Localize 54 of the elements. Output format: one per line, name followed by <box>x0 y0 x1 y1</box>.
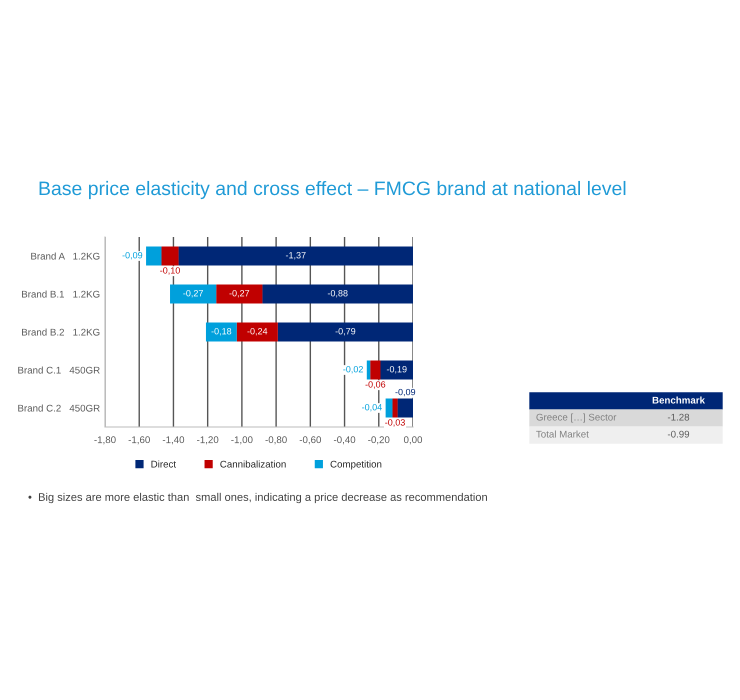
legend-label: Direct <box>151 460 176 468</box>
x-tick-label: -0,20 <box>368 436 390 444</box>
bar <box>170 284 216 304</box>
bar <box>398 398 413 418</box>
data-label: -0,24 <box>247 328 268 336</box>
x-tick-label: -1,80 <box>94 436 116 444</box>
y-tick-label: Brand C.1 450GR <box>18 366 100 374</box>
x-tick-label: -1,60 <box>128 436 150 444</box>
data-label: -0,27 <box>183 290 203 298</box>
bar <box>386 398 392 418</box>
data-label: -0,09 <box>122 252 142 260</box>
bar <box>236 322 278 342</box>
data-label: -0,09 <box>395 388 416 396</box>
data-label: -0,02 <box>343 366 363 374</box>
text: Benchmark <box>652 396 705 404</box>
x-tick-label: -0,80 <box>265 436 287 444</box>
bar <box>178 246 413 266</box>
data-label: -0,10 <box>160 267 180 275</box>
text: Total Market <box>536 430 589 438</box>
data-label: -1,37 <box>286 252 306 260</box>
text: Greece […] Sector <box>536 413 616 423</box>
data-label: -0,18 <box>211 328 232 336</box>
text: -1.28 <box>668 414 690 421</box>
bar <box>380 360 413 380</box>
y-tick-label: Brand A 1.2KG <box>31 252 100 260</box>
data-label: -0,06 <box>365 381 386 389</box>
bar <box>262 284 413 304</box>
y-tick-label: Brand C.2 450GR <box>18 404 100 412</box>
legend-label: Competition <box>330 460 382 470</box>
bar <box>370 360 380 380</box>
text: -0.99 <box>668 430 690 438</box>
legend-label: Cannibalization <box>220 460 286 468</box>
data-label: -0,19 <box>386 366 407 374</box>
data-label: -0,03 <box>385 419 405 427</box>
x-tick-label: -1,40 <box>162 436 184 444</box>
bar <box>206 322 237 342</box>
data-label: -0,79 <box>336 328 356 336</box>
bar <box>146 246 162 266</box>
x-tick-label: 0,00 <box>404 436 422 444</box>
y-tick-label: Brand B.2 1.2KG <box>22 328 100 336</box>
x-tick-label: -1,00 <box>231 436 253 444</box>
data-label: -0,88 <box>328 290 348 298</box>
bar <box>216 284 262 304</box>
chart-title: Base price elasticity and cross effect – FMCG brand at national level <box>40 180 626 200</box>
data-label: -0,27 <box>229 290 250 298</box>
bar <box>161 246 179 266</box>
x-tick-label: -1,20 <box>197 436 218 444</box>
x-tick-label: -0,60 <box>300 436 322 444</box>
bar <box>392 398 398 418</box>
x-tick-label: -0,40 <box>334 436 356 444</box>
y-tick-label: Brand B.1 1.2KG <box>22 290 100 298</box>
bar <box>278 322 413 342</box>
text: • Big sizes are more elastic than small ones, indicating a price decrease as recommendation <box>28 492 487 504</box>
data-label: -0,04 <box>362 404 382 412</box>
